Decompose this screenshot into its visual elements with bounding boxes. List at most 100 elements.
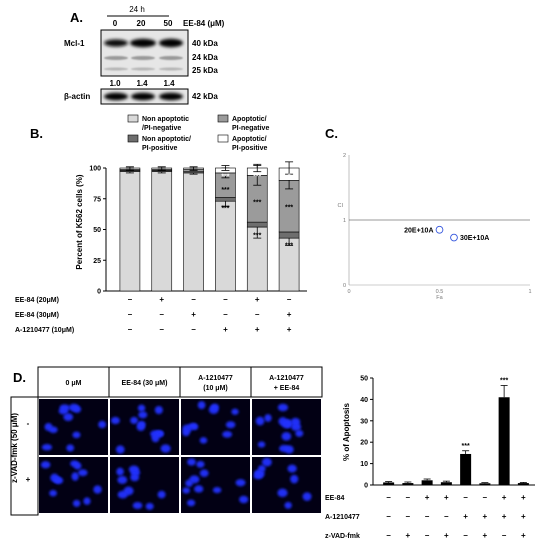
d-ytick-label: 0 <box>364 483 368 490</box>
dose-0: 0 <box>113 19 118 28</box>
d-nucleus <box>53 476 61 484</box>
d-significance: *** <box>500 377 508 384</box>
d-nucleus <box>132 501 143 510</box>
d-bar <box>498 397 510 485</box>
c-point <box>450 233 458 242</box>
actin-label: β-actin <box>64 92 90 101</box>
d-nucleus <box>187 458 196 466</box>
d-column-header: A-1210477 <box>269 375 304 382</box>
b-condition-sign: + <box>159 295 164 304</box>
d-nucleus <box>66 444 75 452</box>
d-nucleus <box>137 404 146 412</box>
panel-d-ylabel: % of Apoptosis <box>342 402 351 460</box>
b-condition-sign: + <box>191 310 196 319</box>
mw-40: 40 kDa <box>192 39 218 48</box>
d-bar <box>460 453 472 485</box>
d-nucleus <box>93 485 102 494</box>
d-condition-sign: + <box>483 512 488 521</box>
b-legend-label: PI-negative <box>232 125 269 132</box>
b-ytick-label: 25 <box>93 258 101 265</box>
c-point-label: 20E+10A <box>404 227 433 234</box>
d-nucleus <box>199 437 208 444</box>
d-condition-sign: + <box>502 493 507 502</box>
d-nucleus <box>284 445 294 454</box>
d-nucleus <box>261 457 272 467</box>
b-legend-swatch <box>127 114 139 123</box>
d-condition-sign: – <box>406 493 411 502</box>
d-nucleus <box>257 465 266 473</box>
d-nucleus <box>197 401 206 410</box>
mw-25: 25 kDa <box>192 66 218 75</box>
panel-a-time: 24 h <box>129 5 145 14</box>
d-column-header: 0 μM <box>66 380 82 387</box>
b-condition-sign: + <box>255 295 260 304</box>
d-nucleus <box>130 473 140 482</box>
d-condition-sign: + <box>521 493 526 502</box>
b-condition-sign: – <box>128 310 133 319</box>
b-condition-label: EE-84 (20μM) <box>15 297 59 304</box>
d-nucleus <box>130 416 139 424</box>
d-nucleus <box>212 486 222 494</box>
d-nucleus <box>231 408 239 415</box>
d-nucleus <box>154 405 163 415</box>
d-micrograph <box>110 457 179 513</box>
b-significance: * <box>288 174 291 181</box>
b-condition-sign: – <box>223 310 228 319</box>
d-ytick-label: 10 <box>360 461 368 468</box>
b-ytick-label: 50 <box>93 227 101 234</box>
b-condition-label: EE-84 (30μM) <box>15 312 59 319</box>
d-condition-label: A-1210477 <box>325 514 360 521</box>
ratio-2: 1.4 <box>163 79 175 88</box>
b-legend-label: Apoptotic/ <box>232 136 267 143</box>
d-nucleus <box>115 445 125 454</box>
d-condition-sign: + <box>444 493 449 502</box>
d-nucleus <box>182 487 190 494</box>
d-bar <box>383 482 395 485</box>
dose-1: 20 <box>137 19 146 28</box>
d-condition-sign: + <box>483 531 488 540</box>
b-condition-label: A-1210477 (10μM) <box>15 327 74 334</box>
d-nucleus <box>83 497 91 505</box>
b-significance: *** <box>221 206 229 213</box>
c-xtick-label: 0 <box>347 289 350 295</box>
b-condition-sign: + <box>223 325 228 334</box>
d-nucleus <box>160 444 171 453</box>
d-nucleus <box>40 461 51 469</box>
d-nucleus <box>290 474 299 484</box>
b-condition-sign: – <box>191 295 196 304</box>
b-condition-sign: – <box>128 295 133 304</box>
d-bar <box>402 483 414 485</box>
d-condition-sign: + <box>463 512 468 521</box>
panel-b-legend: Non apoptotic/PI-negative Apoptotic/PI-ne… <box>127 114 269 152</box>
d-nucleus <box>59 404 70 411</box>
b-legend-label: PI-positive <box>142 145 178 152</box>
actin-blot <box>100 88 189 105</box>
panel-d-bars: *** *** <box>383 377 529 485</box>
b-bar-segment <box>215 197 236 202</box>
b-condition-sign: – <box>160 310 165 319</box>
d-condition-sign: + <box>521 531 526 540</box>
ratio-1: 1.4 <box>136 79 148 88</box>
panel-d-label: D. <box>13 370 26 385</box>
d-nucleus <box>222 431 233 438</box>
d-nucleus <box>117 475 128 484</box>
d-bar <box>421 480 433 485</box>
b-condition-sign: – <box>191 325 196 334</box>
d-condition-sign: – <box>386 531 391 540</box>
panel-c-label: C. <box>325 126 338 141</box>
b-bar-segment <box>246 221 268 228</box>
b-legend-swatch <box>217 134 229 143</box>
b-legend-label: Apoptotic/ <box>232 116 267 123</box>
d-nucleus <box>194 485 204 493</box>
b-condition-sign: – <box>287 295 292 304</box>
d-nucleus <box>210 403 219 411</box>
d-nucleus <box>196 460 205 468</box>
d-nucleus <box>157 490 166 499</box>
d-nucleus <box>185 479 193 487</box>
d-condition-sign: + <box>425 493 430 502</box>
mcl1-blot <box>100 29 189 77</box>
d-condition-sign: – <box>463 531 468 540</box>
c-ylabel: CI <box>338 203 344 209</box>
d-nucleus <box>199 469 209 477</box>
